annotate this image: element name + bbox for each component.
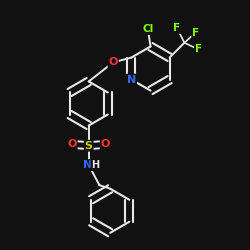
Text: F: F — [195, 44, 202, 54]
Text: F: F — [173, 23, 180, 33]
Text: N: N — [83, 160, 92, 170]
Text: Cl: Cl — [142, 24, 154, 34]
Text: N: N — [127, 74, 136, 85]
Text: S: S — [85, 141, 93, 151]
Text: O: O — [67, 139, 77, 149]
Text: O: O — [108, 57, 118, 67]
Text: F: F — [192, 28, 199, 38]
Text: O: O — [101, 139, 110, 149]
Text: H: H — [91, 160, 100, 170]
